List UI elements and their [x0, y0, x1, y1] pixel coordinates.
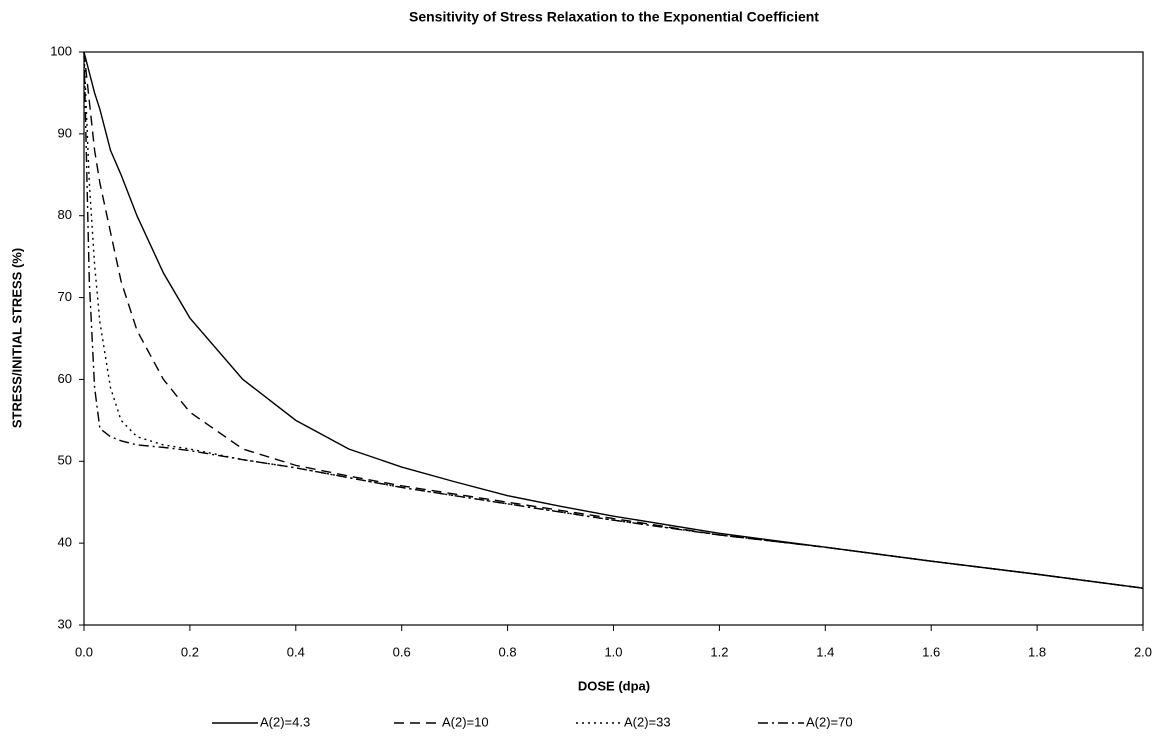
legend-label: A(2)=10: [442, 714, 489, 729]
x-axis-label: DOSE (dpa): [578, 678, 650, 693]
y-tick-label: 30: [58, 616, 72, 631]
x-tick-label: 1.0: [604, 644, 622, 659]
y-tick-label: 100: [50, 43, 72, 58]
y-tick-label: 70: [58, 289, 72, 304]
series-line: [83, 51, 1144, 589]
y-tick-label: 80: [58, 207, 72, 222]
plot-frame: [83, 51, 1144, 626]
legend-label: A(2)=4.3: [260, 714, 310, 729]
x-tick-label: 1.4: [816, 644, 834, 659]
series-line: [83, 51, 1144, 589]
y-tick-label: 50: [58, 453, 72, 468]
legend-label: A(2)=70: [806, 714, 853, 729]
x-tick-label: 0.8: [499, 644, 517, 659]
x-tick-label: 0.0: [75, 644, 93, 659]
x-tick-label: 0.6: [393, 644, 411, 659]
series-line: [83, 51, 1144, 589]
x-tick-label: 1.6: [922, 644, 940, 659]
series-line: [83, 51, 1144, 589]
x-tick-label: 0.2: [181, 644, 199, 659]
legend-label: A(2)=33: [624, 714, 671, 729]
x-tick-label: 0.4: [287, 644, 305, 659]
x-tick-label: 1.8: [1028, 644, 1046, 659]
y-tick-label: 60: [58, 371, 72, 386]
chart-title: Sensitivity of Stress Relaxation to the …: [409, 9, 819, 25]
y-axis-label: STRESS/INITIAL STRESS (%): [9, 248, 24, 428]
x-tick-label: 2.0: [1134, 644, 1152, 659]
y-tick-label: 90: [58, 125, 72, 140]
x-tick-label: 1.2: [710, 644, 728, 659]
y-tick-label: 40: [58, 535, 72, 550]
